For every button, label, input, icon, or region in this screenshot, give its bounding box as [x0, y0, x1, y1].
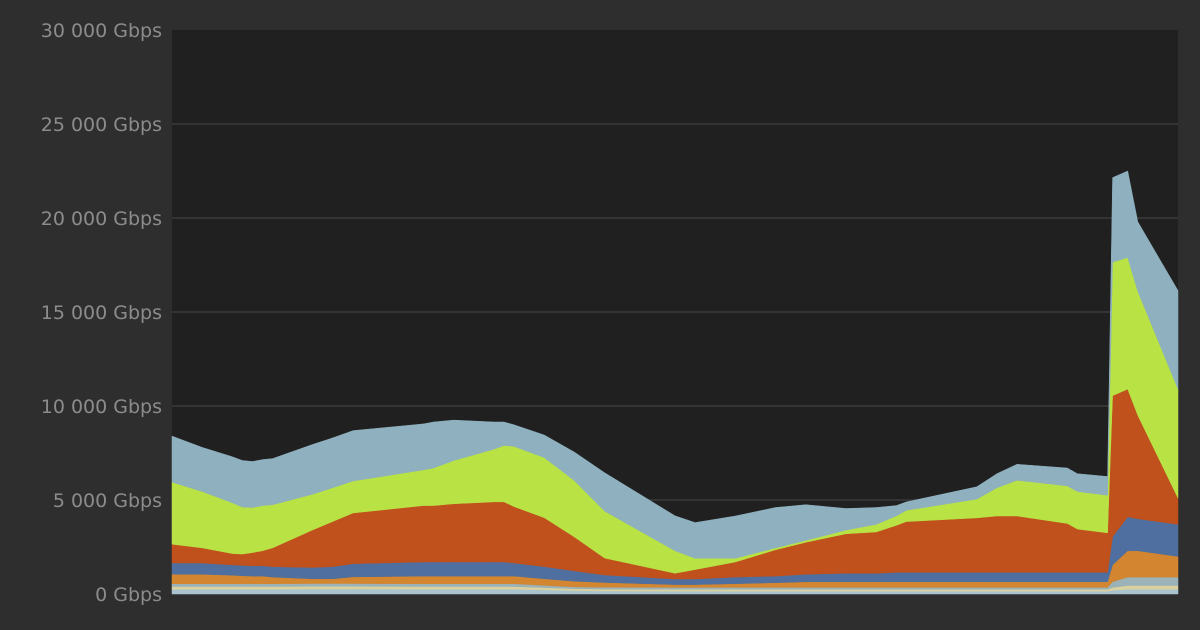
area-series-8: [171, 170, 1179, 559]
area-series: [171, 170, 1179, 595]
y-tick-label: 0 Gbps: [95, 584, 162, 606]
y-tick-label: 5 000 Gbps: [53, 490, 162, 512]
y-tick-label: 25 000 Gbps: [41, 114, 162, 136]
y-tick-label: 30 000 Gbps: [41, 20, 162, 42]
y-axis-tick-labels: 0 Gbps 5 000 Gbps 10 000 Gbps 15 000 Gbps 20…: [41, 20, 162, 606]
y-tick-label: 15 000 Gbps: [41, 302, 162, 324]
y-tick-label: 20 000 Gbps: [41, 208, 162, 230]
y-tick-label: 10 000 Gbps: [41, 396, 162, 418]
